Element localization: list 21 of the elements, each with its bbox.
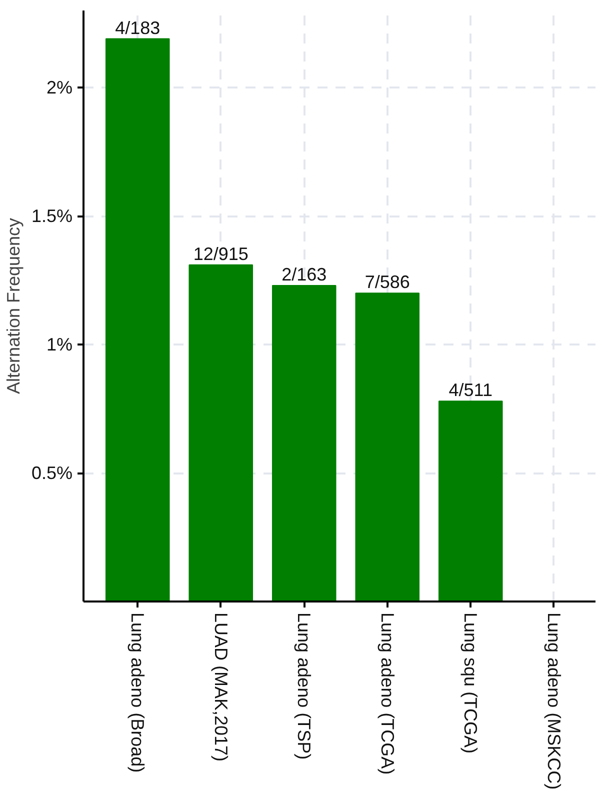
x-tick-label: Lung adeno (TSP) (294, 612, 314, 760)
data-label: 4/511 (448, 380, 492, 400)
bar (188, 264, 253, 602)
y-tick-label: 0.5% (31, 463, 73, 484)
bar (355, 292, 420, 602)
y-axis-title: Alternation Frequency (3, 218, 24, 394)
x-tick-label: Lung adeno (MSKCC) (544, 612, 564, 790)
x-tick-label: LUAD (MAK,2017) (210, 612, 231, 762)
bar (272, 284, 336, 602)
x-tick-label: Lung adeno (TCGA) (377, 612, 398, 775)
y-tick-label: 1.5% (31, 206, 73, 226)
data-label: 4/183 (115, 18, 160, 38)
y-tick-label: 2% (46, 78, 72, 98)
data-label: 7/586 (364, 272, 410, 292)
bar (438, 400, 503, 602)
y-tick-label: 1% (46, 334, 72, 355)
data-label: 12/915 (193, 244, 248, 264)
x-tick-label: Lung adeno (Broad) (128, 612, 148, 773)
data-label: 2/163 (282, 264, 327, 284)
x-tick-label: Lung squ (TCGA) (460, 612, 481, 754)
bar (105, 38, 170, 602)
